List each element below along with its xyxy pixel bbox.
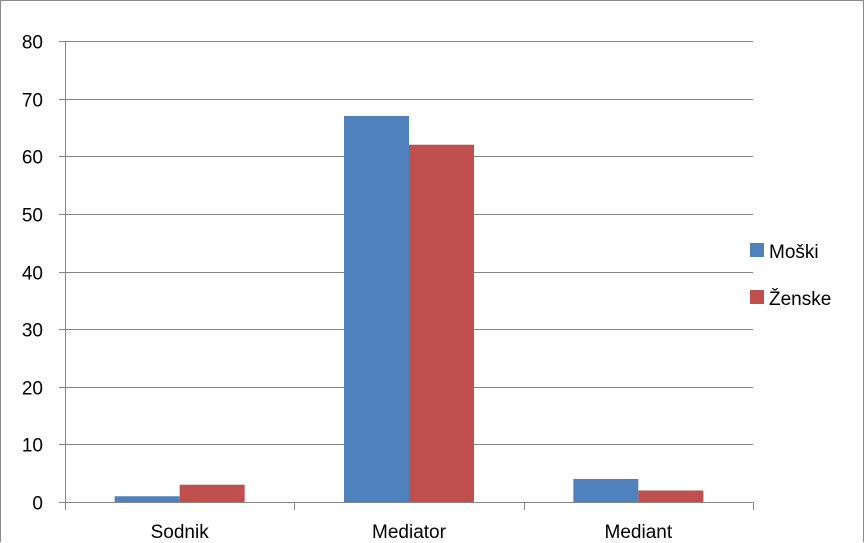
bar-mediator-series-1 xyxy=(344,115,409,502)
y-tick-label: 70 xyxy=(22,91,43,112)
bar-mediator-series-2 xyxy=(409,144,474,502)
y-tick-label: 40 xyxy=(22,264,43,285)
x-tick-label: Sodnik xyxy=(151,522,210,543)
legend-swatch xyxy=(750,290,764,304)
y-tick-label: 10 xyxy=(22,436,43,457)
y-tick-label: 60 xyxy=(22,148,43,169)
legend-swatch xyxy=(750,243,764,257)
bars xyxy=(114,115,704,502)
legend: Moški Ženske xyxy=(750,242,831,310)
legend-label: Ženske xyxy=(769,288,831,310)
bar-mediant-series-1 xyxy=(573,478,639,502)
y-tick-label: 50 xyxy=(22,206,43,227)
bar-sodnik-series-2 xyxy=(179,484,245,502)
x-tick-label: Mediant xyxy=(605,522,673,543)
y-tick-label: 20 xyxy=(22,379,43,400)
axes: 0 10 20 30 40 50 60 70 80 Sodnik Mediator Mediant xyxy=(22,33,754,543)
y-tick-label: 30 xyxy=(22,321,43,342)
legend-label: Moški xyxy=(769,242,819,263)
bar-sodnik-series-1 xyxy=(114,496,180,502)
bar-mediant-series-2 xyxy=(638,490,704,502)
y-tick-label: 0 xyxy=(32,494,43,515)
x-tick-label: Mediator xyxy=(372,522,447,543)
y-tick-label: 80 xyxy=(22,33,43,54)
